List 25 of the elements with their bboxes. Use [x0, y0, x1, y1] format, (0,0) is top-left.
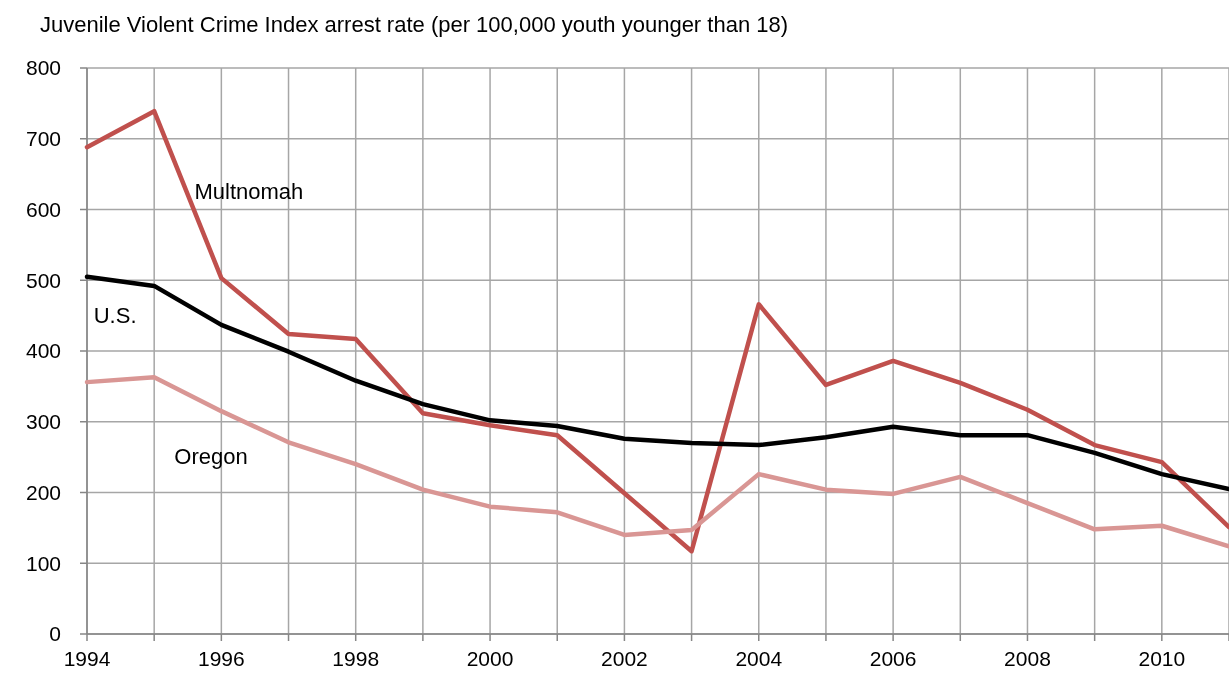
- series-label: Multnomah: [194, 178, 304, 204]
- y-tick-label: 500: [25, 268, 61, 292]
- x-tick-label: 1998: [332, 647, 380, 670]
- series-label: U.S.: [93, 302, 137, 328]
- x-tick-label: 2008: [1004, 647, 1051, 670]
- y-tick-label: 400: [25, 339, 61, 363]
- line-series: [84, 108, 1229, 554]
- y-tick-label: 200: [25, 480, 61, 504]
- x-tick-label: 1996: [197, 647, 245, 670]
- chart-title: Juvenile Violent Crime Index arrest rate (per 100,000 youth younger than 18): [40, 12, 789, 37]
- y-tick-label: 600: [25, 197, 61, 221]
- y-tick-label: 800: [25, 56, 61, 80]
- y-tick-label: 0: [49, 622, 61, 646]
- line-series: [84, 274, 1229, 492]
- x-tick-label: 1994: [63, 647, 111, 670]
- x-tick-label: 2000: [466, 647, 514, 670]
- x-tick-label: 2004: [735, 647, 783, 670]
- y-tick-label: 100: [25, 551, 61, 575]
- y-tick-label: 700: [25, 127, 61, 151]
- line-series: [84, 374, 1229, 549]
- x-tick-label: 2002: [601, 647, 648, 670]
- y-tick-label: 300: [25, 410, 61, 434]
- x-tick-label: 2006: [869, 647, 917, 670]
- x-tick-label: 2010: [1138, 647, 1186, 670]
- series-label: Oregon: [174, 444, 248, 470]
